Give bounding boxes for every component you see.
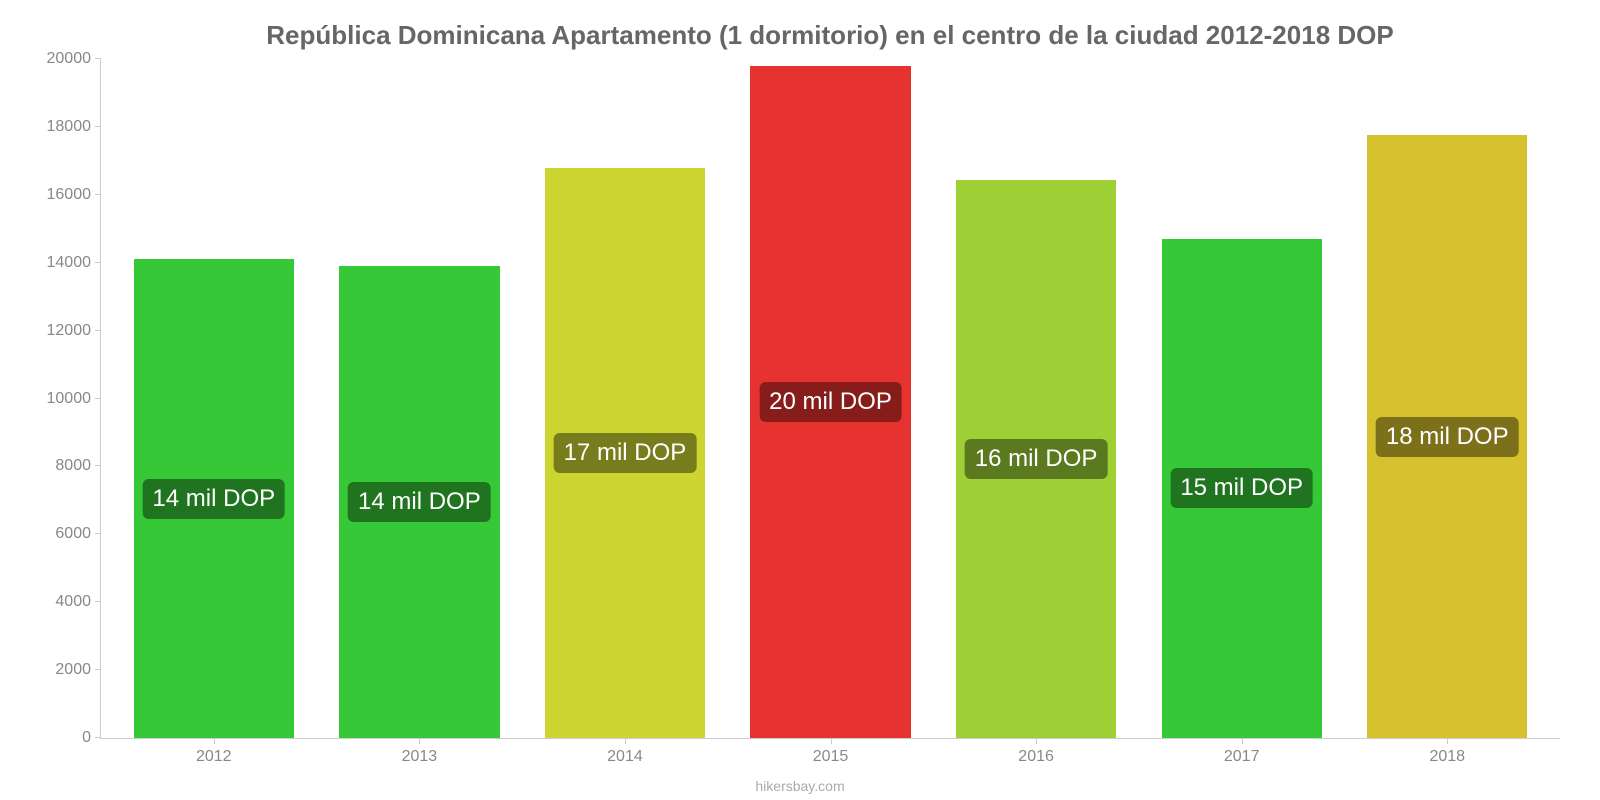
y-tick-label: 10000 [31,390,91,408]
bar-value-label: 18 mil DOP [1376,417,1519,457]
bars-group: 14 mil DOP201214 mil DOP201317 mil DOP20… [101,59,1560,738]
y-tick-mark [95,601,101,602]
y-tick-label: 2000 [31,661,91,679]
y-tick-mark [95,465,101,466]
y-tick-mark [95,194,101,195]
y-tick-mark [95,669,101,670]
chart-credit: hikersbay.com [755,778,844,794]
x-tick-mark [1447,738,1448,744]
y-tick-label: 14000 [31,254,91,272]
bar-slot: 14 mil DOP2013 [317,59,523,738]
y-tick-label: 8000 [31,457,91,475]
x-tick-mark [831,738,832,744]
y-tick-mark [95,330,101,331]
x-tick-label: 2013 [402,748,438,766]
x-tick-label: 2014 [607,748,643,766]
bar-value-label: 14 mil DOP [348,482,491,522]
bar-value-label: 15 mil DOP [1170,468,1313,508]
x-tick-label: 2016 [1018,748,1054,766]
bar-slot: 14 mil DOP2012 [111,59,317,738]
bar-value-label: 14 mil DOP [142,479,285,519]
x-tick-label: 2018 [1429,748,1465,766]
x-tick-mark [214,738,215,744]
x-tick-mark [625,738,626,744]
bar-slot: 18 mil DOP2018 [1344,59,1550,738]
y-tick-mark [95,126,101,127]
y-tick-label: 4000 [31,593,91,611]
chart-title: República Dominicana Apartamento (1 dorm… [100,20,1560,51]
bar-slot: 16 mil DOP2016 [933,59,1139,738]
bar-value-label: 20 mil DOP [759,382,902,422]
y-tick-label: 20000 [31,50,91,68]
y-tick-mark [95,262,101,263]
bar-slot: 15 mil DOP2017 [1139,59,1345,738]
x-tick-label: 2015 [813,748,849,766]
x-tick-mark [1242,738,1243,744]
y-tick-mark [95,398,101,399]
y-tick-mark [95,737,101,738]
y-tick-label: 18000 [31,118,91,136]
chart-container: República Dominicana Apartamento (1 dorm… [0,0,1600,800]
y-tick-label: 6000 [31,525,91,543]
bar-value-label: 17 mil DOP [554,433,697,473]
y-tick-mark [95,533,101,534]
y-tick-label: 12000 [31,322,91,340]
bar-slot: 17 mil DOP2014 [522,59,728,738]
x-tick-label: 2012 [196,748,232,766]
y-tick-mark [95,58,101,59]
bar-value-label: 16 mil DOP [965,439,1108,479]
x-tick-mark [419,738,420,744]
plot-area: 14 mil DOP201214 mil DOP201317 mil DOP20… [100,59,1560,739]
x-tick-label: 2017 [1224,748,1260,766]
bar-slot: 20 mil DOP2015 [728,59,934,738]
y-tick-label: 0 [31,729,91,747]
x-tick-mark [1036,738,1037,744]
y-tick-label: 16000 [31,186,91,204]
